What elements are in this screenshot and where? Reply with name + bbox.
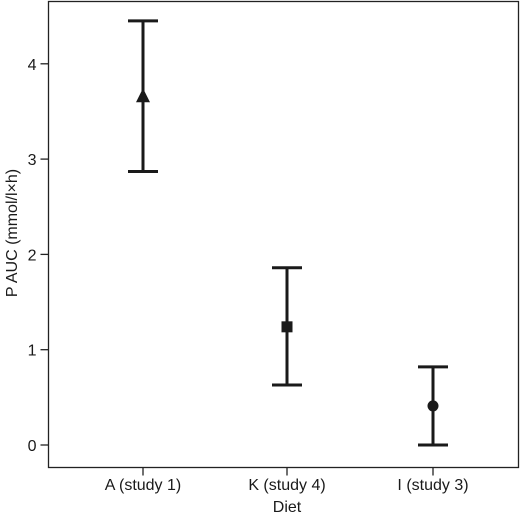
x-tick-label: A (study 1) <box>105 477 181 494</box>
y-tick-label: 1 <box>28 343 37 360</box>
y-axis-label: P AUC (mmol/l×h) <box>4 169 21 297</box>
error-bar-group <box>418 365 448 447</box>
y-tick-label: 3 <box>28 152 37 169</box>
triangle-marker <box>136 88 150 103</box>
y-tick-label: 0 <box>28 438 37 455</box>
y-axis: 0 1 2 3 4 <box>28 57 49 455</box>
y-tick-label: 2 <box>28 247 37 264</box>
circle-marker <box>427 400 439 412</box>
square-marker <box>281 321 293 333</box>
error-bar-group <box>272 266 302 387</box>
x-tick-label: K (study 4) <box>248 477 325 494</box>
y-tick-label: 4 <box>28 57 37 74</box>
plot-frame <box>47 0 520 469</box>
data-marks <box>128 19 448 447</box>
error-bar-group <box>128 19 158 173</box>
x-axis: A (study 1) K (study 4) I (study 3) <box>105 467 469 494</box>
x-tick-label: I (study 3) <box>397 477 468 494</box>
x-axis-label: Diet <box>273 499 302 516</box>
